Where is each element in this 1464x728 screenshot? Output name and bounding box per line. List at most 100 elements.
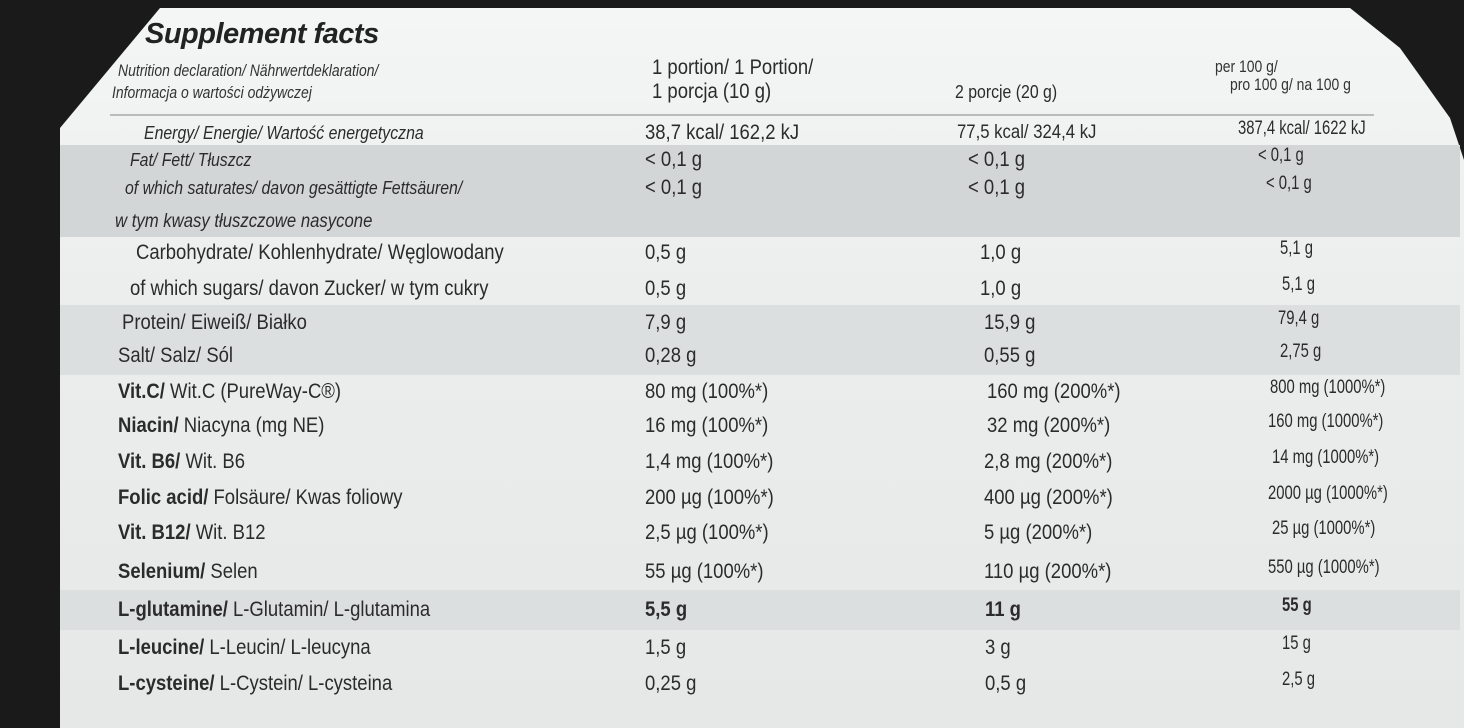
row-value-col2: < 0,1 g <box>968 148 1026 171</box>
row-value-col3: 550 µg (1000%*) <box>1268 557 1380 578</box>
row-label-bold: Vit. B12/ <box>118 521 191 544</box>
row-value-col3: 2000 µg (1000%*) <box>1268 483 1388 504</box>
row-value-col2: < 0,1 g <box>968 176 1026 199</box>
row-value-col2: 400 µg (200%*) <box>984 486 1113 509</box>
row-value-col1: < 0,1 g <box>645 176 703 199</box>
row-label-text: L-Glutamin/ L-glutamina <box>227 598 431 621</box>
row-value-col1: 55 µg (100%*) <box>645 560 764 583</box>
row-label: Salt/ Salz/ Sól <box>118 344 233 368</box>
row-value-col2: 160 mg (200%*) <box>987 380 1121 403</box>
row-label-line2: w tym kwasy tłuszczowe nasycone <box>115 211 373 232</box>
col3-header-line2: pro 100 g/ na 100 g <box>1230 75 1351 94</box>
declaration-line2: Informacja o wartości odżywczej <box>112 83 312 102</box>
row-label-text: Selen <box>205 560 258 583</box>
row-value-col1: 2,5 µg (100%*) <box>645 521 769 544</box>
row-value-col2: 5 µg (200%*) <box>984 521 1093 544</box>
row-label: Vit. B12/ Wit. B12 <box>118 521 266 545</box>
shaded-band <box>60 305 1460 375</box>
row-label-text: Salt/ Salz/ Sól <box>118 344 234 367</box>
row-value-col3: 14 mg (1000%*) <box>1272 447 1380 468</box>
row-label: Niacin/ Niacyna (mg NE) <box>118 414 324 438</box>
declaration-line1: Nutrition declaration/ Nährwertdeklarati… <box>118 61 379 80</box>
row-label-text: Energy/ Energie/ Wartość energetyczna <box>144 123 424 143</box>
row-value-col2: 32 mg (200%*) <box>987 414 1111 437</box>
row-value-col1: 200 µg (100%*) <box>645 486 774 509</box>
row-label: Fat/ Fett/ Tłuszcz <box>130 148 251 172</box>
row-label-text: L-Leucin/ L-leucyna <box>204 636 371 659</box>
row-value-col2: 1,0 g <box>980 241 1022 264</box>
row-value-col1: 0,5 g <box>645 277 687 300</box>
row-label-bold: Niacin/ <box>118 414 179 437</box>
row-value-col3: 5,1 g <box>1282 274 1315 295</box>
row-value-col1: < 0,1 g <box>645 148 703 171</box>
row-value-col3: 160 mg (1000%*) <box>1268 411 1384 432</box>
row-label-text: Wit. B12 <box>190 521 266 544</box>
header-divider <box>110 114 1374 116</box>
row-label: L-glutamine/ L-Glutamin/ L-glutamina <box>118 598 430 622</box>
row-value-col1: 1,5 g <box>645 636 687 659</box>
row-label-text: Protein/ Eiweiß/ Białko <box>122 311 307 334</box>
row-value-col2: 77,5 kcal/ 324,4 kJ <box>957 122 1097 143</box>
row-value-col2: 0,5 g <box>985 672 1027 695</box>
row-value-col1: 0,5 g <box>645 241 687 264</box>
row-value-col3: < 0,1 g <box>1266 173 1312 194</box>
row-value-col3: 2,5 g <box>1282 669 1315 690</box>
row-label-text: Wit.C (PureWay-C®) <box>164 380 342 403</box>
row-value-col1: 0,25 g <box>645 672 697 695</box>
row-label-bold: Vit. B6/ <box>118 450 181 473</box>
row-label-bold: Selenium/ <box>118 560 206 583</box>
row-label-text: of which sugars/ davon Zucker/ w tym cuk… <box>130 277 489 300</box>
row-value-col3: 5,1 g <box>1280 238 1313 259</box>
col3-header-line1: per 100 g/ <box>1215 57 1278 76</box>
row-label: Protein/ Eiweiß/ Białko <box>122 311 307 335</box>
row-label-bold: L-glutamine/ <box>118 598 228 621</box>
row-label-text: L-Cystein/ L-cysteina <box>214 672 393 695</box>
row-label: L-cysteine/ L-Cystein/ L-cysteina <box>118 672 392 696</box>
row-value-col2: 110 µg (200%*) <box>984 560 1112 583</box>
col2-header: 2 porcje (20 g) <box>955 82 1058 102</box>
row-label: L-leucine/ L-Leucin/ L-leucyna <box>118 636 371 660</box>
row-value-col1: 5,5 g <box>645 598 688 621</box>
row-label: Vit.C/ Wit.C (PureWay-C®) <box>118 380 341 404</box>
row-label-bold: Folic acid/ <box>118 486 209 509</box>
row-label-bold: L-leucine/ <box>118 636 205 659</box>
row-value-col1: 38,7 kcal/ 162,2 kJ <box>645 121 800 144</box>
row-label: of which sugars/ davon Zucker/ w tym cuk… <box>130 277 488 301</box>
row-label-text: Fat/ Fett/ Tłuszcz <box>130 150 252 170</box>
row-label: Energy/ Energie/ Wartość energetyczna <box>144 121 424 145</box>
col1-header-line2: 1 porcja (10 g) <box>652 80 772 103</box>
row-label: of which saturates/ davon gesättigte Fet… <box>125 176 462 200</box>
row-label-bold: Vit.C/ <box>118 380 165 403</box>
row-value-col3: 15 g <box>1282 633 1311 654</box>
row-label-text: Niacyna (mg NE) <box>178 414 325 437</box>
row-value-col3: 2,75 g <box>1280 341 1322 362</box>
row-value-col2: 11 g <box>985 598 1021 621</box>
row-value-col1: 16 mg (100%*) <box>645 414 769 437</box>
row-value-col3: 55 g <box>1282 595 1312 616</box>
shaded-band <box>60 145 1460 237</box>
row-value-col1: 80 mg (100%*) <box>645 380 769 403</box>
row-label: Carbohydrate/ Kohlenhydrate/ Węglowodany <box>136 241 504 265</box>
row-value-col3: 387,4 kcal/ 1622 kJ <box>1238 118 1366 139</box>
row-value-col1: 7,9 g <box>645 311 687 334</box>
row-label-text: Carbohydrate/ Kohlenhydrate/ Węglowodany <box>136 241 504 264</box>
col1-header-line1: 1 portion/ 1 Portion/ <box>652 56 814 79</box>
shaded-band <box>60 590 1460 630</box>
row-label: Vit. B6/ Wit. B6 <box>118 450 245 474</box>
row-value-col2: 3 g <box>985 636 1011 659</box>
row-value-col2: 0,55 g <box>984 344 1036 367</box>
row-value-col1: 1,4 mg (100%*) <box>645 450 774 473</box>
row-value-col2: 15,9 g <box>984 311 1036 334</box>
row-label-bold: L-cysteine/ <box>118 672 215 695</box>
row-label: Selenium/ Selen <box>118 560 258 584</box>
row-value-col3: 800 mg (1000%*) <box>1270 377 1386 398</box>
row-value-col3: 79,4 g <box>1278 308 1320 329</box>
row-value-col3: < 0,1 g <box>1258 145 1304 166</box>
row-value-col2: 1,0 g <box>980 277 1022 300</box>
row-label-text: Folsäure/ Kwas foliowy <box>208 486 403 509</box>
row-label-text: of which saturates/ davon gesättigte Fet… <box>125 178 463 198</box>
row-value-col2: 2,8 mg (200%*) <box>984 450 1113 473</box>
row-value-col3: 25 µg (1000%*) <box>1272 518 1376 539</box>
row-value-col1: 0,28 g <box>645 344 697 367</box>
row-label-text: Wit. B6 <box>180 450 246 473</box>
